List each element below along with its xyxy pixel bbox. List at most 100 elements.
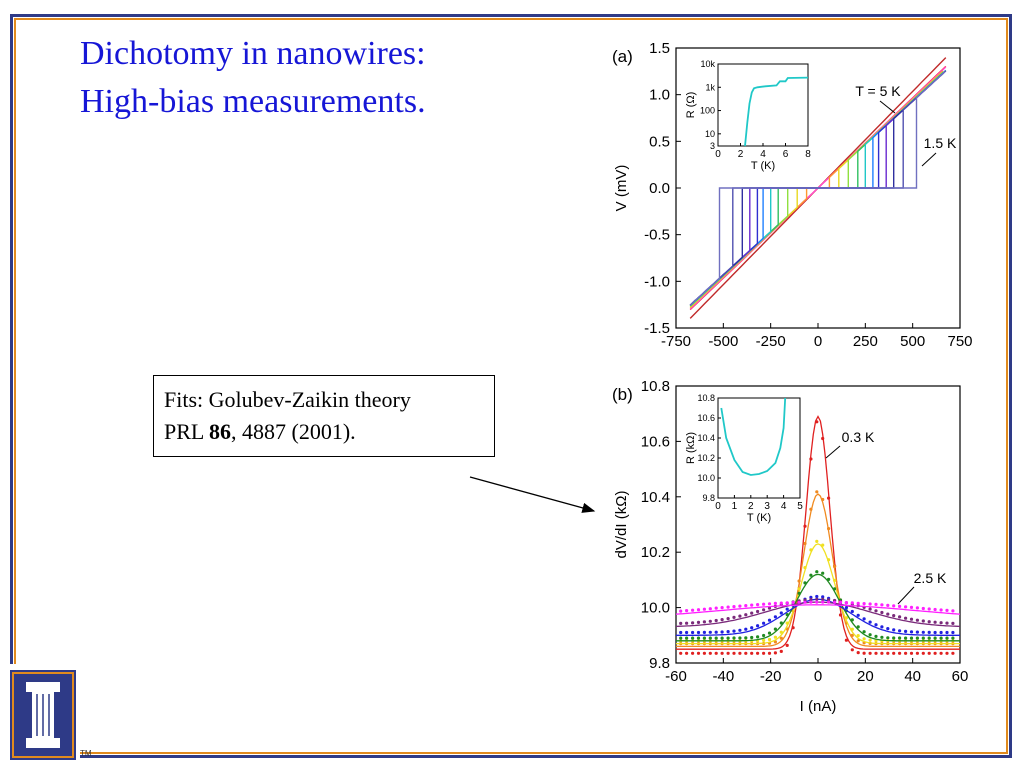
chart-b-data-point [927, 636, 931, 640]
chart-b-data-point [750, 635, 754, 640]
chart-b-inset-xtick-label: 4 [781, 501, 787, 512]
chart-b-data-point [732, 605, 736, 609]
chart-b-data-point [927, 630, 931, 635]
chart-b-data-point [732, 636, 736, 640]
chart-b-ytick-label: 10.8 [641, 378, 670, 395]
chart-b-data-point [856, 651, 860, 655]
chart-b-data-point [898, 636, 902, 640]
chart-b-data-point [779, 636, 783, 640]
chart-b-data-point [767, 637, 772, 642]
chart-b-data-point [909, 630, 914, 634]
chart-b-data-point [767, 651, 772, 655]
chart-b-data-point [809, 548, 813, 552]
chart-b-data-point [898, 651, 902, 655]
chart-b-data-point [874, 651, 878, 655]
chart-b-data-point [874, 634, 878, 639]
chart-b-data-point [827, 600, 831, 604]
chart-b-data-point [827, 577, 831, 582]
chart-b-inset-ylabel: R (kΩ) [685, 432, 697, 464]
chart-a-inset-ytick-label: 10 [705, 129, 715, 139]
chart-b-data-point [868, 633, 872, 637]
chart-b-data-point [898, 604, 902, 609]
fit-pointer-arrow [469, 476, 596, 513]
chart-b-data-point [838, 613, 843, 617]
chart-b-annotation-0-3k: 0.3 K [842, 429, 875, 445]
chart-b-data-point [809, 457, 813, 461]
chart-b-data-point [850, 648, 854, 652]
fit-label: Fits: Golubev-Zaikin theory [164, 387, 411, 412]
chart-b-data-point [921, 651, 925, 655]
chart-b-data-point [856, 601, 860, 605]
chart-b-data-point [691, 630, 695, 635]
chart-b-data-point [838, 600, 843, 605]
chart-b-inset-xtick-label: 0 [715, 501, 721, 512]
chart-b-data-point [862, 602, 866, 606]
chart-b-xtick-label: -20 [760, 668, 782, 685]
chart-b-data-point [862, 651, 866, 655]
chart-b-data-point [767, 631, 772, 635]
chart-b-data-point [696, 608, 701, 612]
chart-b-data-point [744, 636, 748, 640]
chart-b-data-point [892, 604, 896, 608]
slide-frame-inner [14, 18, 1008, 754]
chart-b-data-point [696, 630, 701, 635]
chart-b-data-point [927, 607, 931, 611]
chart-b-data-point [720, 636, 724, 640]
chart-b-ytick-label: 10.6 [641, 433, 670, 450]
chart-b-data-point [815, 570, 819, 574]
chart-b-fit-3 [676, 573, 960, 642]
chart-b-data-point [880, 625, 884, 629]
chart-b-data-point [945, 608, 949, 613]
chart-b-data-point [833, 600, 837, 604]
chart-b-data-point [856, 613, 860, 617]
chart-b-data-point [868, 638, 872, 642]
chart-b-data-point [726, 617, 730, 621]
chart-b-data-point [685, 621, 689, 625]
chart-a-ylabel: V (mV) [613, 165, 630, 212]
chart-b-data-point [797, 587, 801, 591]
chart-b-data-point [696, 620, 701, 625]
chart-b-data-point [880, 635, 884, 639]
chart-b-data-point [862, 630, 866, 634]
fit-reference-box: Fits: Golubev-Zaikin theory PRL 86, 4887… [153, 375, 495, 457]
chart-b-data-point [921, 619, 925, 623]
chart-b-data-point [856, 625, 860, 629]
chart-b-inset-frame [717, 397, 801, 499]
chart-b-data-point [738, 614, 742, 618]
chart-b-data-point [773, 651, 778, 655]
chart-b-data-point [696, 651, 701, 655]
chart-b-data-point [779, 601, 783, 605]
chart-b-panel-label: (b) [612, 385, 633, 404]
chart-b-data-point [797, 579, 801, 583]
chart-b-data-point [833, 587, 837, 591]
chart-b-data-point [933, 620, 937, 624]
chart-a-inset-ytick-label: 1k [705, 82, 715, 92]
chart-b-data-point [785, 613, 789, 617]
chart-b-data-point [821, 571, 825, 575]
slide-title-line2: High-bias measurements. [80, 83, 426, 120]
chart-b-data-point [809, 600, 813, 604]
chart-a-panel-label: (a) [612, 47, 633, 66]
chart-b-data-point [685, 636, 689, 640]
chart-b-ytick-label: 10.0 [641, 600, 670, 617]
chart-b-data-point [933, 630, 937, 635]
chart-b-data-point [708, 630, 712, 634]
chart-a-ytick-label: -1.0 [644, 273, 670, 290]
chart-b-data-point [898, 615, 902, 619]
chart-b-data-point [844, 606, 849, 610]
chart-b-data-point [827, 558, 831, 562]
chart-a-inset-xlabel: T (K) [751, 160, 775, 172]
chart-b-data-point [714, 618, 718, 623]
chart-b-data-point [909, 651, 914, 655]
chart-b-data-point [892, 628, 896, 632]
chart-b-data-point [886, 612, 890, 616]
chart-b-data-point [844, 601, 849, 605]
chart-b-data-point [720, 651, 724, 655]
chart-b-data-point [750, 626, 754, 630]
chart-b-data-point [815, 490, 819, 494]
chart-b-xtick-label: -60 [665, 668, 687, 685]
chart-b-data-point [785, 643, 789, 648]
chart-a-series-13 [689, 71, 946, 306]
chart-b-data-point [850, 627, 854, 631]
chart-b-data-point [809, 507, 813, 511]
